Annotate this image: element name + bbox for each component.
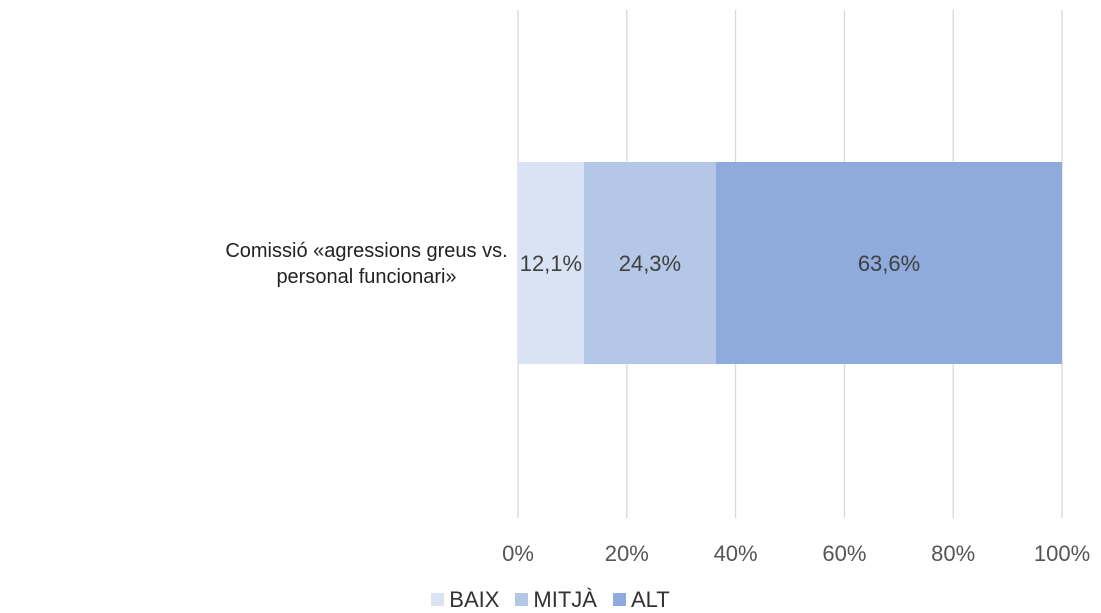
legend-swatch [431,593,445,606]
legend-label: MITJÀ [533,586,597,612]
bar-segment [518,162,584,364]
legend-item: BAIX [431,587,499,613]
x-tick-label: 60% [822,541,866,566]
bar-segment [716,162,1062,364]
x-tick-label: 100% [1034,541,1090,566]
legend-item: MITJÀ [515,587,597,613]
legend: BAIX MITJÀ ALT [0,586,1101,613]
legend-swatch [612,593,626,606]
data-label: 24,3% [619,251,681,276]
bar-segment [583,162,717,364]
legend-item: ALT [612,586,670,613]
data-label: 12,1% [520,251,582,276]
x-tick-label: 80% [931,541,975,566]
legend-label: BAIX [449,586,500,612]
legend-swatch [515,593,529,606]
x-tick-label: 0% [502,541,534,566]
legend-label: ALT [630,586,670,612]
x-tick-label: 40% [714,541,758,566]
data-label: 63,6% [858,251,920,276]
x-tick-label: 20% [605,541,649,566]
category-label: Comissió «agressions greus vs. personal … [225,240,508,288]
